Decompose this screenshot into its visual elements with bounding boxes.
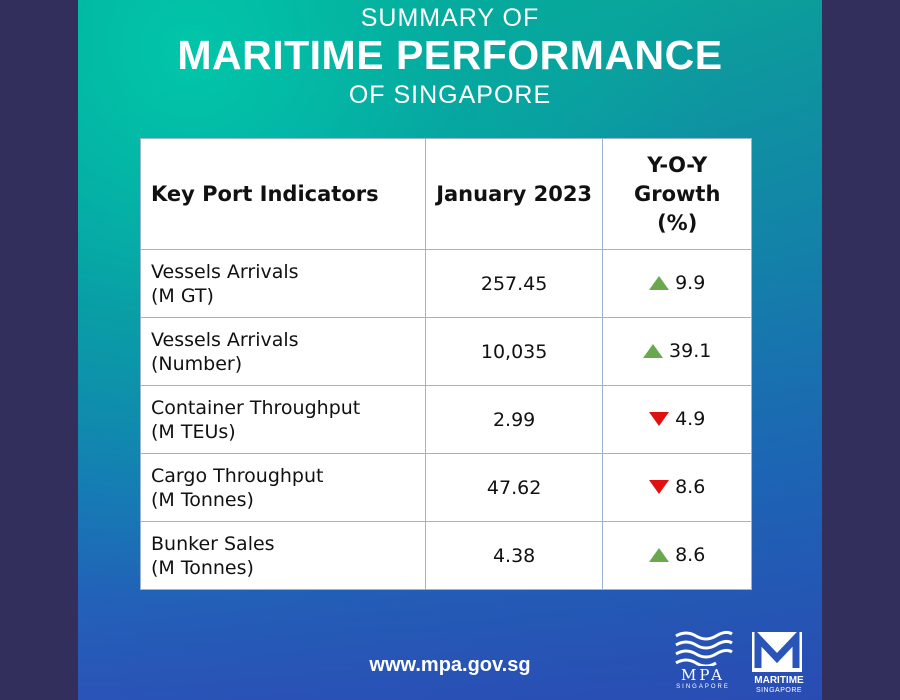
growth-value: 8.6 — [675, 544, 706, 566]
page-title: MARITIME PERFORMANCE — [177, 32, 723, 78]
indicator-unit: (M TEUs) — [151, 420, 236, 443]
growth-value: 39.1 — [669, 340, 712, 362]
arrow-up-icon — [643, 344, 664, 358]
arrow-up-icon — [649, 276, 670, 290]
arrow-down-icon — [649, 480, 670, 494]
title-summary-of: SUMMARY OF — [360, 4, 540, 32]
indicator-label: Cargo Throughput — [151, 464, 324, 487]
header-yoy-growth: Y-O-Y Growth (%) — [602, 138, 752, 250]
title-of-singapore: OF SINGAPORE — [348, 81, 552, 109]
website-url[interactable]: www.mpa.gov.sg — [369, 654, 531, 676]
indicator-cell: Cargo Throughput (M Tonnes) — [140, 453, 426, 522]
maritime-singapore-logo: MARITIME SINGAPORE — [744, 629, 814, 698]
value-cell: 2.99 — [424, 385, 604, 454]
table-row: Container Throughput (M TEUs) 2.99 4.9 — [140, 385, 752, 454]
mpa-logo: MPA SINGAPORE — [672, 628, 738, 694]
header-yoy-line3: (%) — [657, 210, 698, 235]
indicator-cell: Container Throughput (M TEUs) — [140, 385, 426, 454]
value-cell: 4.38 — [424, 521, 604, 590]
growth-value: 9.9 — [675, 272, 706, 294]
indicator-label: Vessels Arrivals — [151, 328, 299, 351]
table-row: Vessels Arrivals (Number) 10,035 39.1 — [140, 317, 752, 386]
growth-cell: 9.9 — [602, 249, 752, 318]
header-yoy-line1: Y-O-Y — [647, 152, 708, 177]
table-row: Vessels Arrivals (M GT) 257.45 9.9 — [140, 249, 752, 318]
indicators-table-wrap: Key Port Indicators January 2023 Y-O-Y G… — [140, 138, 752, 590]
growth-cell: 8.6 — [602, 521, 752, 590]
growth-cell: 39.1 — [602, 317, 752, 386]
indicator-unit: (Number) — [151, 352, 243, 375]
value-cell: 47.62 — [424, 453, 604, 522]
table-row: Cargo Throughput (M Tonnes) 47.62 8.6 — [140, 453, 752, 522]
table-header-row: Key Port Indicators January 2023 Y-O-Y G… — [140, 138, 752, 250]
maritime-logo-sub: SINGAPORE — [755, 687, 803, 694]
growth-value-wrap: 4.9 — [649, 408, 705, 430]
growth-value-wrap: 8.6 — [649, 476, 705, 498]
mpa-waves-icon — [675, 630, 733, 668]
indicator-cell: Bunker Sales (M Tonnes) — [140, 521, 426, 590]
growth-cell: 8.6 — [602, 453, 752, 522]
maritime-logo-word: MARITIME — [754, 675, 804, 686]
arrow-up-icon — [649, 548, 670, 562]
mpa-logo-word: MPA — [681, 666, 725, 684]
header-january-2023: January 2023 — [424, 138, 604, 250]
header-yoy-line2: Growth — [633, 181, 721, 206]
growth-value-wrap: 8.6 — [649, 544, 705, 566]
arrow-down-icon — [649, 412, 670, 426]
indicator-unit: (M Tonnes) — [151, 556, 254, 579]
value-cell: 10,035 — [424, 317, 604, 386]
indicators-table: Key Port Indicators January 2023 Y-O-Y G… — [140, 138, 752, 590]
indicator-unit: (M Tonnes) — [151, 488, 254, 511]
growth-value-wrap: 39.1 — [643, 340, 711, 362]
growth-cell: 4.9 — [602, 385, 752, 454]
header-key-port-indicators: Key Port Indicators — [140, 138, 426, 250]
poster: SUMMARY OF MARITIME PERFORMANCE OF SINGA… — [78, 0, 822, 700]
value-cell: 257.45 — [424, 249, 604, 318]
growth-value: 4.9 — [675, 408, 706, 430]
growth-value-wrap: 9.9 — [649, 272, 705, 294]
growth-value: 8.6 — [675, 476, 706, 498]
indicator-label: Vessels Arrivals — [151, 260, 299, 283]
maritime-singapore-mark-icon — [752, 629, 802, 672]
indicator-cell: Vessels Arrivals (M GT) — [140, 249, 426, 318]
indicator-cell: Vessels Arrivals (Number) — [140, 317, 426, 386]
table-row: Bunker Sales (M Tonnes) 4.38 8.6 — [140, 521, 752, 590]
indicator-label: Bunker Sales — [151, 532, 275, 555]
indicator-label: Container Throughput — [151, 396, 361, 419]
indicator-unit: (M GT) — [151, 284, 214, 307]
mpa-logo-sub: SINGAPORE — [676, 684, 730, 690]
